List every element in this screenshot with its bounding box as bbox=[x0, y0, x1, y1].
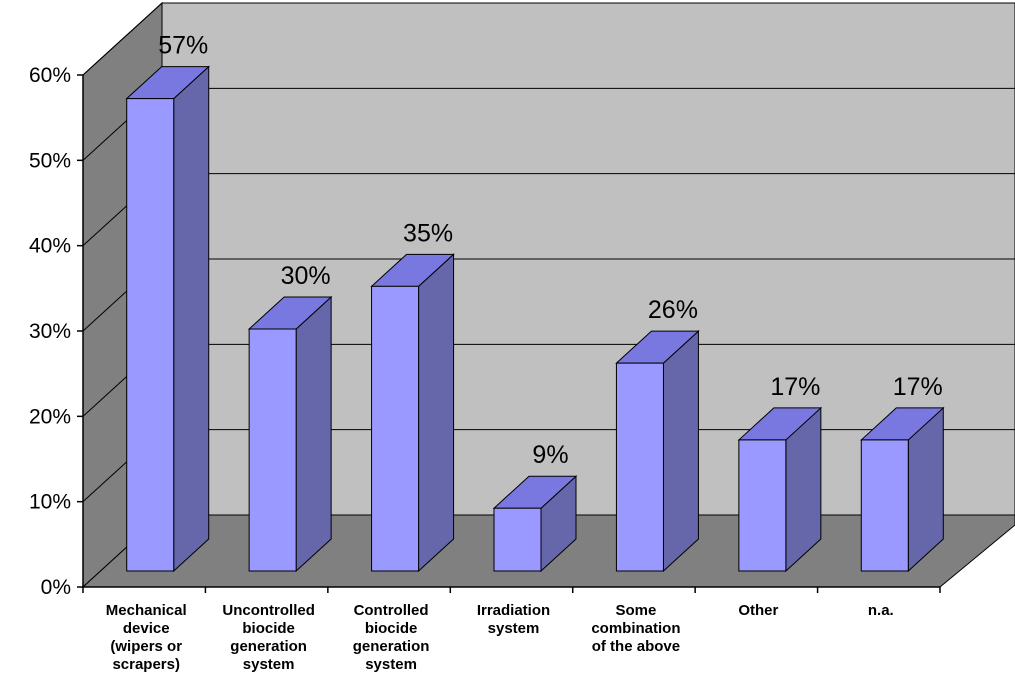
data-label: 17% bbox=[770, 373, 820, 401]
bar bbox=[738, 439, 787, 572]
x-category-label: Some combination of the above bbox=[591, 602, 680, 655]
x-category-label: Uncontrolled biocide generation system bbox=[222, 602, 315, 673]
bar bbox=[615, 362, 664, 572]
bar bbox=[126, 98, 175, 572]
bar bbox=[860, 439, 909, 572]
y-tick-label: 0% bbox=[41, 576, 71, 599]
data-label: 9% bbox=[532, 441, 568, 469]
bar bbox=[371, 285, 420, 572]
data-label: 30% bbox=[281, 262, 331, 290]
bar bbox=[248, 328, 297, 572]
x-category-label: Mechanical device (wipers or scrapers) bbox=[106, 602, 187, 673]
y-tick-label: 60% bbox=[29, 64, 71, 87]
y-tick-label: 30% bbox=[29, 320, 71, 343]
bar bbox=[493, 507, 542, 572]
x-category-label: Irradiation system bbox=[477, 602, 550, 637]
data-label: 35% bbox=[403, 219, 453, 247]
y-tick-label: 50% bbox=[29, 149, 71, 172]
data-label: 26% bbox=[648, 296, 698, 324]
bar-side bbox=[295, 295, 332, 573]
x-category-label: n.a. bbox=[868, 602, 894, 619]
bar-side bbox=[418, 253, 455, 573]
gridline-side bbox=[82, 2, 163, 76]
bar-side bbox=[662, 329, 699, 573]
y-tick-label: 40% bbox=[29, 235, 71, 258]
x-category-label: Controlled biocide generation system bbox=[353, 602, 430, 673]
data-label: 17% bbox=[893, 373, 943, 401]
bar-side bbox=[173, 65, 210, 573]
x-category-label: Other bbox=[738, 602, 778, 619]
data-label: 57% bbox=[158, 32, 208, 60]
y-tick-label: 10% bbox=[29, 491, 71, 514]
y-tick-label: 20% bbox=[29, 405, 71, 428]
